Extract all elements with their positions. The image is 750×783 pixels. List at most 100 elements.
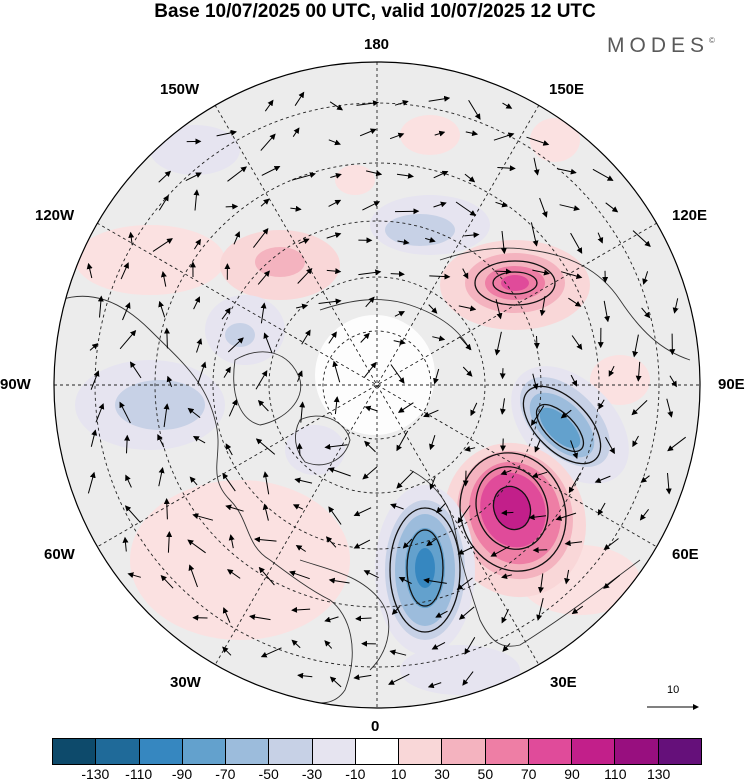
wind-vector — [358, 269, 382, 276]
wind-vector — [431, 641, 446, 650]
wind-vector — [328, 467, 351, 477]
wind-vector — [249, 614, 271, 621]
wind-vector — [222, 472, 236, 492]
wind-vector — [328, 577, 350, 584]
map-border — [53, 61, 701, 709]
wind-vector — [365, 296, 375, 308]
wind-vector — [536, 597, 544, 621]
colorbar-segment — [139, 739, 183, 764]
wind-vector — [500, 469, 512, 476]
wind-vector — [532, 373, 539, 390]
wind-vector — [226, 569, 241, 579]
wind-vector — [597, 502, 606, 516]
wind-vector — [468, 99, 481, 120]
wind-vector — [435, 610, 448, 618]
wind-vector — [528, 514, 547, 521]
wind-vector — [632, 435, 639, 448]
wind-vector — [425, 236, 436, 243]
wind-vector — [299, 401, 306, 423]
wind-vector — [429, 273, 451, 280]
wind-vector — [495, 201, 509, 208]
wind-vector — [257, 399, 269, 412]
wind-vector — [390, 503, 404, 510]
wind-vector — [462, 671, 474, 686]
wind-vector — [90, 370, 100, 390]
wind-vector — [389, 649, 407, 656]
colorbar-segment — [615, 739, 659, 764]
wind-vector — [364, 440, 376, 453]
wind-vector — [216, 129, 237, 137]
wind-vector — [455, 201, 477, 216]
wind-vector — [631, 400, 648, 416]
wind-vector — [297, 370, 303, 382]
wind-vector — [124, 505, 141, 524]
map-disk — [54, 62, 700, 708]
wind-vector — [330, 172, 342, 179]
wind-vector — [672, 298, 679, 314]
wind-vector — [432, 335, 446, 342]
wind-vector — [423, 409, 439, 418]
wind-vector — [393, 339, 406, 345]
wind-vector — [298, 238, 310, 244]
wind-vector — [598, 399, 605, 410]
lon-label-120w: 120W — [35, 207, 75, 224]
anomaly-patch — [225, 323, 255, 347]
wind-vector — [641, 307, 651, 319]
wind-vector — [289, 570, 310, 580]
wind-vector — [163, 403, 170, 428]
colorbar-tick-label: 90 — [564, 766, 580, 782]
wind-vector — [353, 507, 372, 517]
wind-vector — [163, 498, 170, 520]
wind-vector — [570, 232, 583, 254]
wind-vector — [429, 476, 436, 490]
wind-vector — [465, 130, 479, 137]
wind-vector — [665, 472, 672, 495]
colorbar — [52, 738, 702, 765]
wind-vector — [603, 574, 621, 589]
wind-vector — [233, 231, 241, 245]
wind-vector — [192, 436, 206, 444]
wind-vector — [255, 438, 276, 455]
wind-vector — [603, 300, 610, 323]
wind-vector — [160, 574, 174, 589]
wind-vector — [534, 439, 541, 453]
wind-vector — [433, 170, 449, 179]
wind-vector — [458, 606, 475, 620]
wind-vector — [597, 232, 604, 244]
wind-vector — [192, 513, 214, 521]
wind-vector — [501, 573, 513, 580]
wind-vector — [193, 189, 200, 211]
lon-label-0: 0 — [371, 718, 380, 735]
wind-vector — [152, 238, 173, 252]
wind-vector — [462, 366, 473, 377]
wind-vector — [603, 538, 619, 551]
wind-vector — [188, 564, 198, 588]
wind-vector — [464, 173, 476, 183]
wind-vector — [539, 296, 546, 317]
wind-vector — [495, 299, 503, 320]
wind-vector — [396, 430, 409, 452]
colorbar-ticks: -130 -110 -90 -70 -50 -30 -10 10 30 50 70 90 110 130 — [0, 766, 750, 783]
colorbar-segment — [53, 739, 97, 764]
wind-vector — [532, 547, 548, 554]
wind-vector — [464, 636, 476, 655]
wind-vector — [564, 569, 571, 585]
wind-vector — [187, 539, 206, 554]
wind-vector — [497, 165, 516, 172]
wind-vector — [396, 172, 414, 179]
wind-vector — [391, 606, 401, 615]
wind-vector — [436, 502, 447, 514]
wind-vector — [594, 475, 611, 484]
wind-vector — [458, 305, 477, 312]
wind-vector — [532, 269, 550, 276]
colorbar-segment — [269, 739, 313, 764]
wind-vector — [457, 546, 475, 555]
colorbar-segment — [96, 739, 140, 764]
wind-vector — [428, 304, 438, 314]
wind-vector — [533, 157, 540, 176]
map-title: Base 10/07/2025 00 UTC, valid 10/07/2025… — [154, 1, 596, 22]
wind-vector — [394, 311, 405, 317]
wind-vector — [568, 297, 582, 307]
wind-vector — [260, 647, 282, 658]
